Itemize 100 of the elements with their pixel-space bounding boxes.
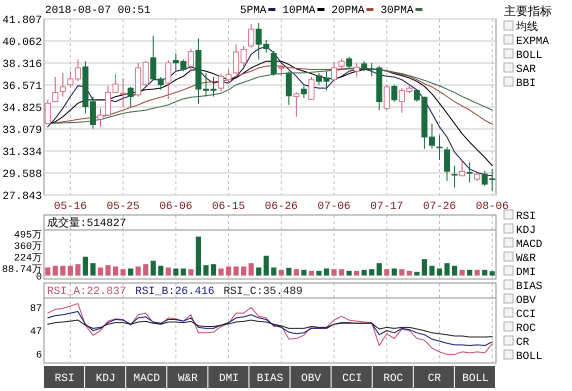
bar [52,266,58,276]
bar [316,270,322,276]
y-tick-label: 38.316 [2,59,42,71]
candlestick [466,162,473,184]
x-tick-label: 07-06 [318,201,351,213]
text: SAR [516,64,536,76]
bar [82,256,88,276]
candlestick [60,72,66,98]
bar [331,269,337,276]
bar [218,268,224,276]
y-tick-label: 33.079 [2,125,42,138]
y-tick-label: 36.571 [2,80,42,93]
bar [414,272,420,276]
text: W&R [516,253,536,265]
text: RSI [516,211,536,223]
bar [490,271,495,276]
bar [301,270,306,276]
text: CR [428,373,442,385]
text: BIAS [256,373,284,385]
bar [376,263,382,276]
bar [196,236,202,276]
bar [120,269,126,276]
bar [384,269,390,276]
bar [68,266,73,276]
bar [308,270,314,276]
y-tick-label: 0 [36,272,42,284]
bar [278,270,284,276]
candlestick [436,134,442,160]
bar [406,270,412,276]
candlestick [308,76,314,100]
y-tick-label: 495万 [14,229,42,242]
candlestick [459,160,466,178]
bar [45,267,50,276]
candlestick [354,62,360,78]
text: BBI [516,78,536,90]
candlestick [128,86,134,108]
bar [369,269,374,276]
line-series [47,311,493,346]
text: W&R [178,373,198,385]
candlestick [293,92,300,118]
legend-label: 30PMA [380,5,414,17]
bar [444,263,450,276]
legend-label: 20PMA [331,5,365,17]
y-tick-label: 41.807 [2,15,42,27]
bar [105,265,111,276]
x-tick-label: 05-16 [54,201,87,213]
line-series [47,320,493,338]
text: CCI [342,373,362,385]
x-tick-label: 07-17 [370,201,404,213]
candlestick [452,165,458,188]
y-tick-label: 27.843 [2,191,42,203]
bar [264,256,269,276]
bar [241,266,246,276]
bar [467,270,472,276]
bar [346,270,352,276]
text: OBV [301,373,322,385]
bar [248,263,254,276]
text: BOLL [516,351,542,363]
candlestick [188,48,194,72]
legend-label: 10PMA [282,5,316,17]
bar [452,266,458,276]
bar [294,269,299,276]
text: OBV [516,295,536,307]
text: 主要指标 [504,4,552,19]
text: CR [516,337,530,349]
bar [60,266,66,276]
bar [143,264,148,276]
bar [173,268,178,276]
text: ROC [383,373,404,385]
text: 均线 [515,20,538,34]
candlestick [384,84,390,111]
candlestick [270,50,277,76]
candlestick [331,62,338,82]
y-tick-label: 47 [30,326,42,338]
y-tick-label: 31.334 [2,147,42,159]
y-tick-label: 29.588 [2,169,42,182]
text: MACD [134,373,160,385]
candlestick [361,60,368,72]
x-tick-label: 05-25 [106,201,140,213]
candlestick [52,76,58,103]
bar [166,267,171,276]
text: KDJ [96,373,116,385]
bar [136,266,141,276]
bar [460,270,465,276]
candlestick [346,56,352,68]
text: BOLL [516,50,542,62]
bar [436,268,442,276]
bar [338,269,344,276]
text: RSI [54,373,74,385]
x-tick-label: 06-06 [159,201,192,213]
legend-label: 5PMA [240,5,267,17]
text: RSI_C:35.489 [223,286,303,298]
y-tick-label: 224万 [14,252,42,264]
bar [75,264,80,276]
y-tick-label: 360万 [14,240,42,253]
candlestick [338,58,345,70]
bar [150,260,156,276]
x-tick-label: 06-15 [212,201,246,213]
bar [256,267,262,276]
text: MACD [516,239,543,251]
